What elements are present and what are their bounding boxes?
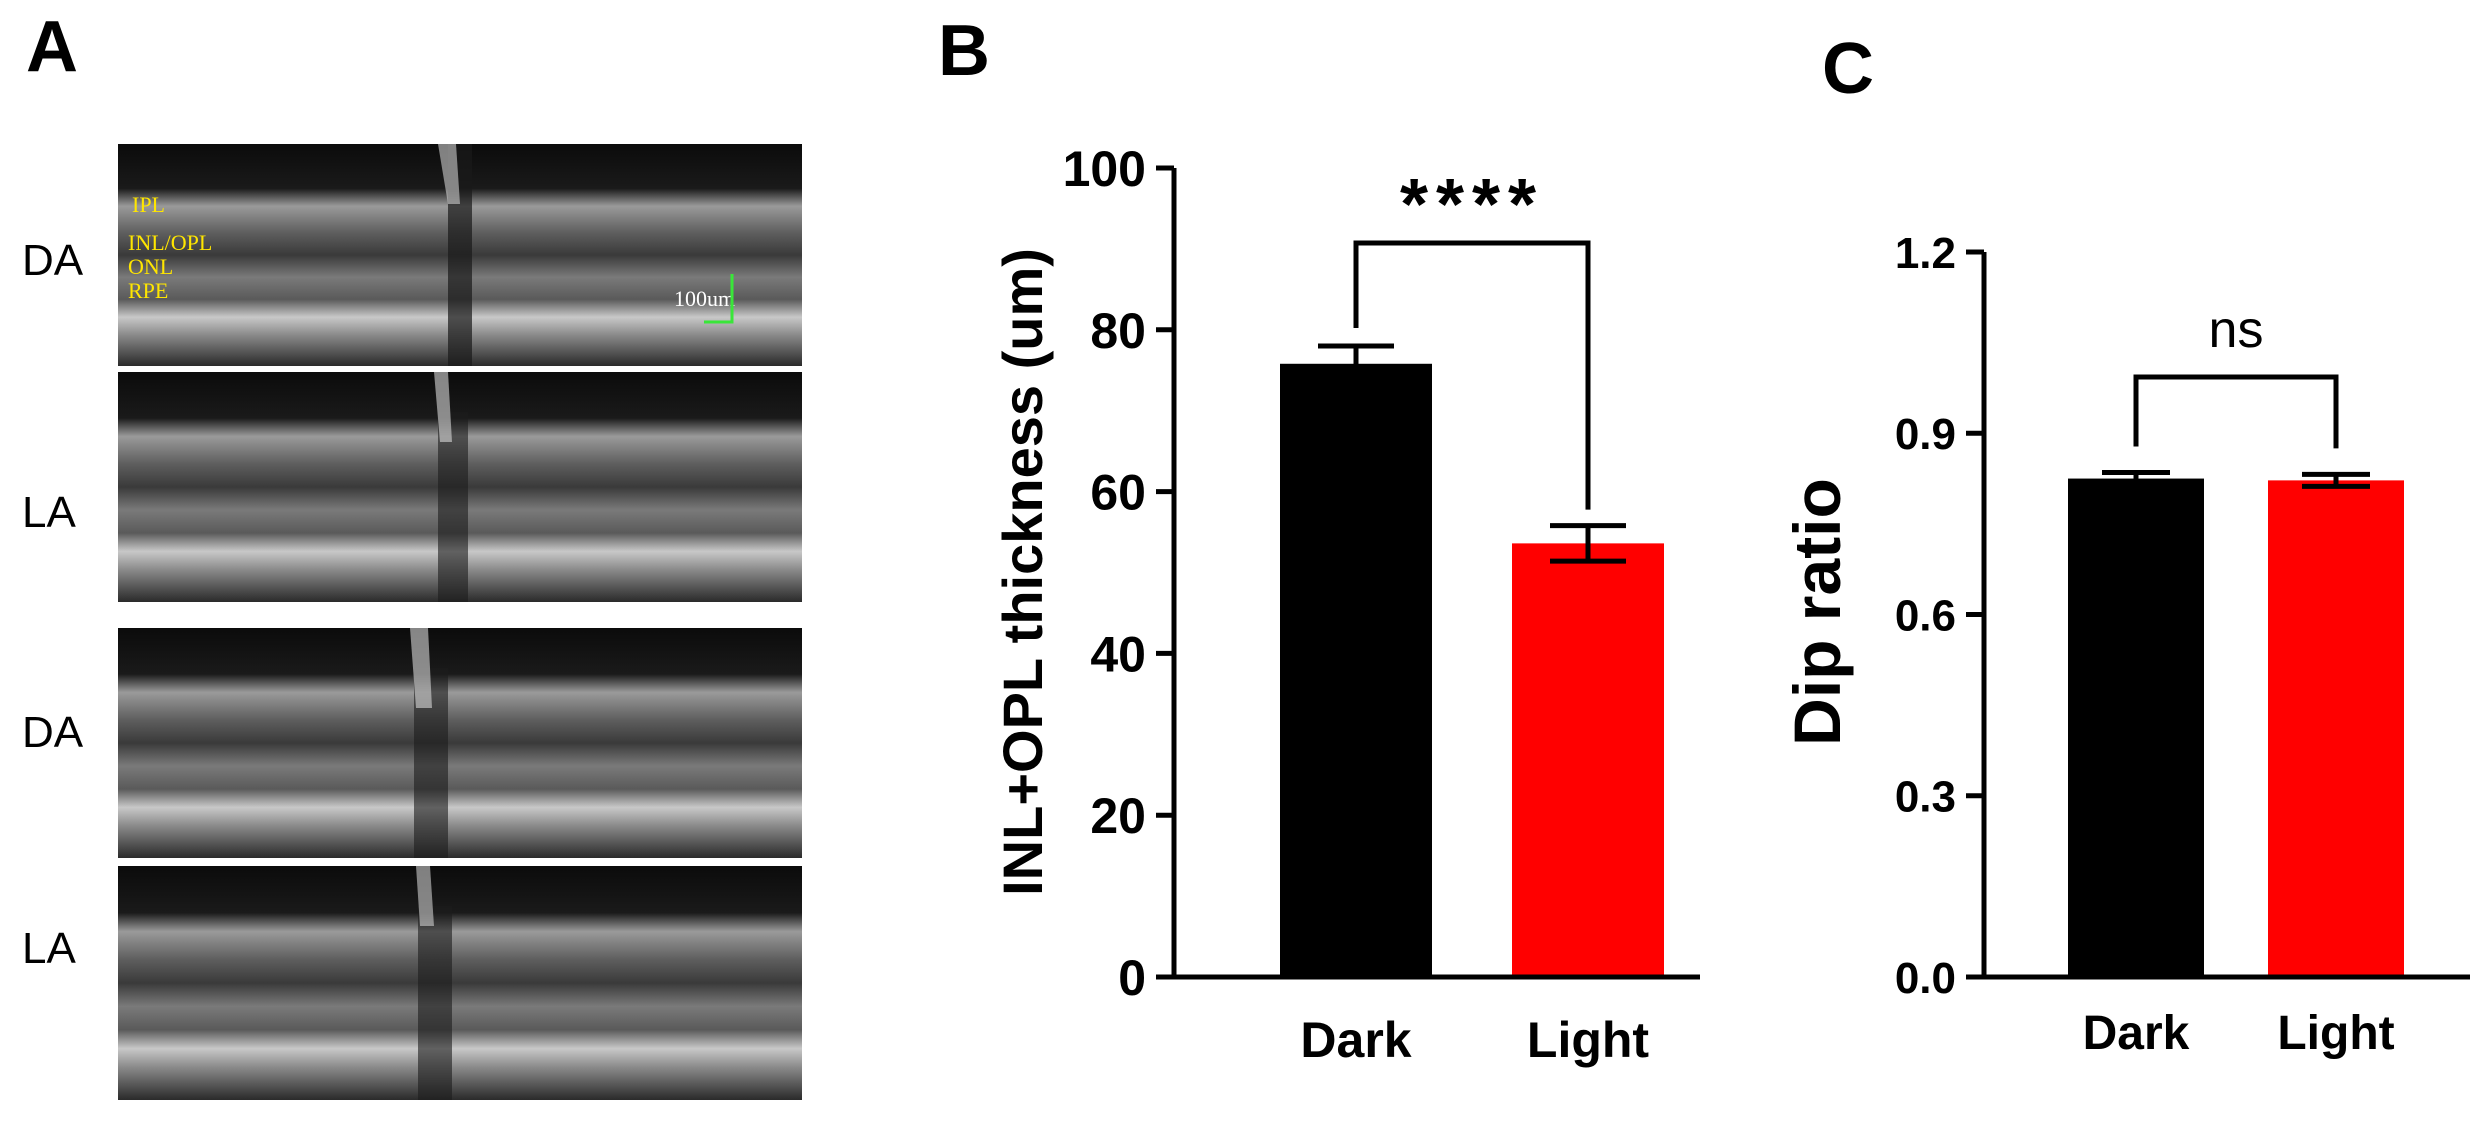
bar-dark [1280,363,1432,975]
y-tick-label: 0.3 [1895,773,1956,822]
y-tick-label: 1.2 [1895,229,1956,278]
significance-label: **** [1400,165,1544,245]
bar-light [1512,543,1664,975]
y-tick-label: 60 [1090,465,1146,521]
row-label-1: DA [22,236,84,285]
layer-label-rpe: RPE [128,278,169,303]
y-axis-label: Dip ratio [1780,478,1854,746]
y-tick-label: 0.6 [1895,591,1956,640]
scale-bar [704,274,734,324]
panel-c-label: C [1822,29,1874,109]
oct-scan-4 [118,866,802,1100]
bar-light [2268,480,2404,975]
oct-image-4 [118,866,802,1100]
y-axis-label: INL+OPL thickness (um) [991,248,1054,896]
row-label-4: LA [22,924,76,973]
panel-b-label: B [938,11,990,91]
layer-label-ipl: IPL [132,192,165,217]
layer-label-onl: ONL [128,254,174,279]
y-tick-label: 40 [1090,626,1146,682]
significance-bracket [1353,240,1591,510]
oct-scan-1 [118,144,802,366]
y-tick-label: 0.0 [1895,954,1956,1003]
oct-image-2 [118,372,802,602]
significance-label: ns [2209,301,2264,359]
oct-image-1: IPL INL/OPL ONL RPE 100um [118,144,802,366]
y-tick-label: 20 [1090,788,1146,844]
x-category-label: Light [1527,1012,1650,1068]
scale-bar-label: 100um [674,286,736,311]
significance-bracket [2133,374,2339,449]
x-category-label: Light [2277,1007,2394,1060]
row-label-3: DA [22,708,84,757]
x-category-label: Dark [2083,1007,2190,1060]
oct-scan-3 [118,628,802,858]
row-label-2: LA [22,488,76,537]
oct-image-3 [118,628,802,858]
bar-dark [2068,478,2204,975]
y-tick-label: 0 [1118,950,1146,1006]
oct-scan-2 [118,372,802,602]
layer-label-inl-opl: INL/OPL [128,230,213,255]
y-tick-label: 0.9 [1895,410,1956,459]
y-tick-label: 100 [1063,141,1146,197]
x-category-label: Dark [1300,1012,1411,1068]
y-tick-label: 80 [1090,303,1146,359]
panel-a-label: A [26,7,78,87]
